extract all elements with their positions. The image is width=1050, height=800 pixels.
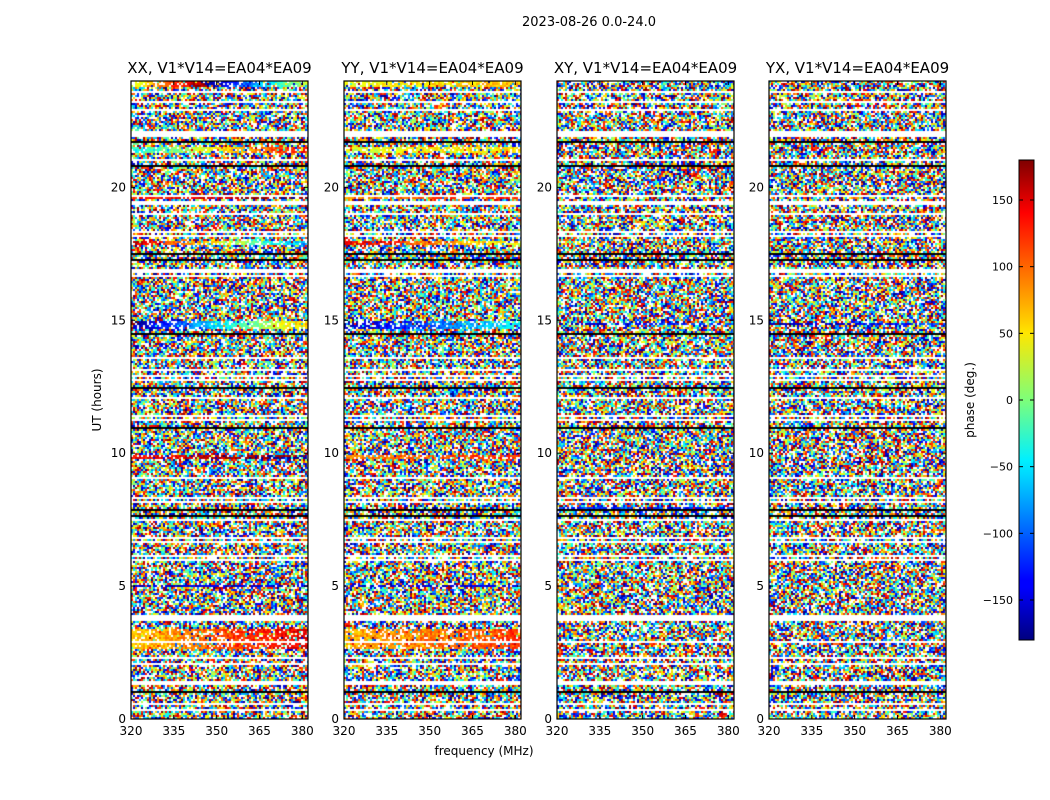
x-tick-label: 365	[674, 724, 697, 738]
panel-heatmap	[557, 81, 734, 719]
colorbar-tick-label: 100	[992, 261, 1013, 274]
y-tick-label: 10	[111, 446, 126, 460]
y-tick-label: 0	[756, 712, 764, 726]
y-tick-label: 15	[749, 313, 764, 327]
x-tick-label: 335	[588, 724, 611, 738]
y-tick-label: 20	[111, 180, 126, 194]
y-tick-label: 0	[118, 712, 126, 726]
panel-heatmap	[769, 81, 946, 719]
x-tick-label: 380	[504, 724, 527, 738]
x-tick-label: 380	[291, 724, 314, 738]
colorbar-tick-label: 50	[999, 327, 1013, 340]
y-tick-label: 20	[537, 180, 552, 194]
x-tick-label: 365	[461, 724, 484, 738]
panel-heatmap	[131, 81, 308, 719]
y-tick-label: 5	[756, 579, 764, 593]
panel-2: YY, V1*V14=EA04*EA09 320 335 350 365 380 0 5 10 1…	[324, 59, 527, 738]
x-tick-label: 320	[758, 724, 781, 738]
panel-title: YY, V1*V14=EA04*EA09	[340, 59, 523, 77]
x-tick-label: 320	[120, 724, 143, 738]
panel-title: XY, V1*V14=EA04*EA09	[554, 59, 737, 77]
x-tick-label: 320	[333, 724, 356, 738]
x-tick-label: 380	[717, 724, 740, 738]
x-tick-label: 365	[248, 724, 271, 738]
x-tick-label: 335	[162, 724, 185, 738]
x-axis-label: frequency (MHz)	[434, 744, 533, 758]
colorbar-tick-label: 0	[1006, 394, 1013, 407]
y-tick-label: 5	[544, 579, 552, 593]
y-tick-label: 10	[749, 446, 764, 460]
x-tick-label: 335	[800, 724, 823, 738]
y-tick-label: 20	[324, 180, 339, 194]
y-tick-label: 0	[544, 712, 552, 726]
colorbar-tick-label: −100	[983, 527, 1013, 540]
x-tick-label: 350	[631, 724, 654, 738]
x-tick-label: 350	[418, 724, 441, 738]
panel-frame	[768, 80, 947, 720]
colorbar-tick-label: 150	[992, 194, 1013, 207]
y-tick-label: 10	[324, 446, 339, 460]
x-tick-label: 350	[205, 724, 228, 738]
x-tick-label: 350	[843, 724, 866, 738]
panel-frame	[343, 80, 522, 720]
colorbar-label: phase (deg.)	[963, 362, 977, 438]
colorbar-tick-label: −150	[983, 594, 1013, 607]
y-axis-label: UT (hours)	[90, 368, 104, 431]
panel-frame	[130, 80, 309, 720]
panel-4: YX, V1*V14=EA04*EA09 320 335 350 365 380 0 5 10 1…	[749, 59, 952, 738]
panel-3: XY, V1*V14=EA04*EA09 320 335 350 365 380 0 5 10 1…	[537, 59, 740, 738]
panels: XX, V1*V14=EA04*EA09 320 335 350 365 380 0 5 10 1…	[111, 59, 952, 738]
colorbar: −150 −100 −50 0 50 100 150	[983, 159, 1035, 641]
suptitle: 2023-08-26 0.0-24.0	[522, 15, 656, 30]
x-tick-label: 380	[929, 724, 952, 738]
x-tick-label: 335	[375, 724, 398, 738]
y-tick-label: 10	[537, 446, 552, 460]
panel-title: YX, V1*V14=EA04*EA09	[765, 59, 949, 77]
colorbar-tick-label: −50	[990, 461, 1013, 474]
y-tick-label: 15	[324, 313, 339, 327]
panel-1: XX, V1*V14=EA04*EA09 320 335 350 365 380 0 5 10 1…	[111, 59, 314, 738]
y-tick-label: 15	[537, 313, 552, 327]
y-tick-label: 20	[749, 180, 764, 194]
y-tick-label: 0	[331, 712, 339, 726]
panel-title: XX, V1*V14=EA04*EA09	[127, 59, 311, 77]
panel-frame	[556, 80, 735, 720]
y-tick-label: 5	[118, 579, 126, 593]
y-tick-label: 5	[331, 579, 339, 593]
y-tick-label: 15	[111, 313, 126, 327]
panel-heatmap	[344, 81, 521, 719]
x-tick-label: 365	[886, 724, 909, 738]
x-tick-label: 320	[546, 724, 569, 738]
